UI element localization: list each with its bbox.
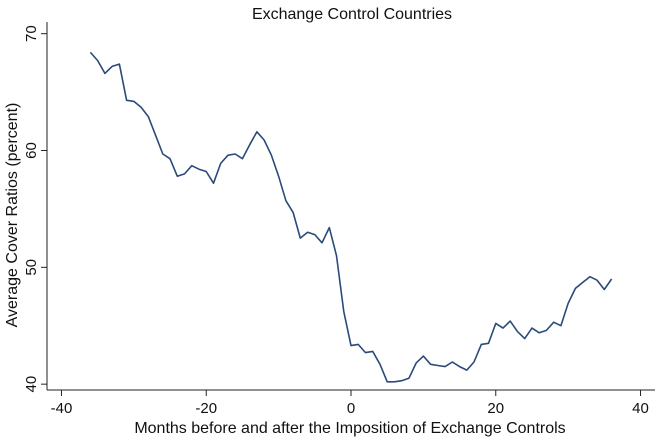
x-ticks: -40 -20 0 20 40 — [51, 390, 649, 417]
y-axis-label: Average Cover Ratios (percent) — [4, 103, 21, 328]
y-tick-label: 60 — [23, 142, 40, 159]
series-line — [89, 51, 613, 383]
chart-title: Exchange Control Countries — [252, 6, 452, 23]
x-tick-label: -40 — [51, 400, 73, 417]
y-ticks: 40 50 60 70 — [23, 25, 47, 393]
y-tick-label: 40 — [23, 376, 40, 393]
x-axis-label: Months before and after the Imposition o… — [134, 420, 565, 437]
x-tick-label: -20 — [195, 400, 217, 417]
x-tick-label: 20 — [487, 400, 504, 417]
y-tick-label: 70 — [23, 25, 40, 42]
x-tick-label: 40 — [632, 400, 649, 417]
y-tick-label: 50 — [23, 259, 40, 276]
x-tick-label: 0 — [347, 400, 355, 417]
